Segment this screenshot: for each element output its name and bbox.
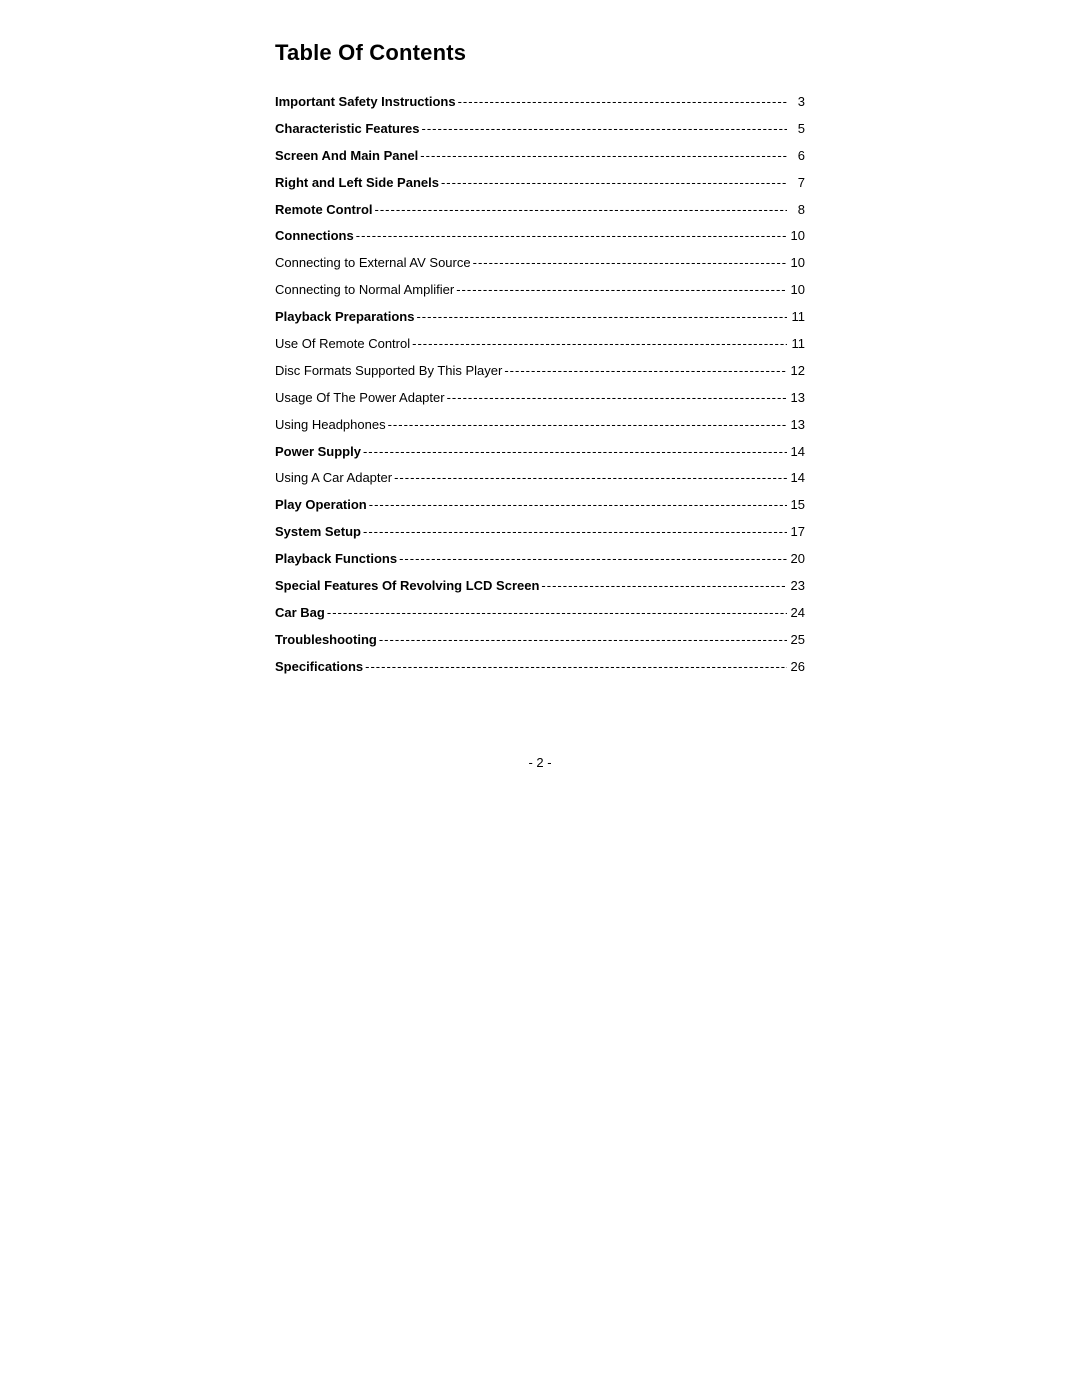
toc-row: Use Of Remote Control 11 xyxy=(275,336,805,353)
toc-row: Playback Functions 20 xyxy=(275,551,805,568)
toc-entry-label: Using Headphones xyxy=(275,417,386,434)
toc-leader-dots xyxy=(410,336,787,353)
toc-leader-dots xyxy=(377,632,787,649)
toc-entry-page: 7 xyxy=(787,175,805,192)
toc-entry-label: Special Features Of Revolving LCD Screen xyxy=(275,578,539,595)
toc-entry-label: Remote Control xyxy=(275,202,373,219)
toc-leader-dots xyxy=(414,309,787,326)
toc-leader-dots xyxy=(361,524,787,541)
toc-entry-page: 24 xyxy=(787,605,805,622)
toc-entry-label: Play Operation xyxy=(275,497,367,514)
toc-leader-dots xyxy=(354,228,787,245)
toc-leader-dots xyxy=(456,94,787,111)
toc-entry-label: Car Bag xyxy=(275,605,325,622)
toc-entry-page: 8 xyxy=(787,202,805,219)
toc-entry-label: Connections xyxy=(275,228,354,245)
toc-leader-dots xyxy=(420,121,787,138)
toc-entry-page: 17 xyxy=(787,524,805,541)
toc-entry-label: Using A Car Adapter xyxy=(275,470,392,487)
toc-row: Special Features Of Revolving LCD Screen… xyxy=(275,578,805,595)
toc-entry-label: Important Safety Instructions xyxy=(275,94,456,111)
page-content: Table Of Contents Important Safety Instr… xyxy=(275,40,805,676)
toc-entry-page: 11 xyxy=(787,336,805,353)
toc-entry-label: Characteristic Features xyxy=(275,121,420,138)
toc-entry-page: 6 xyxy=(787,148,805,165)
toc-entry-page: 10 xyxy=(787,228,805,245)
toc-entry-label: Troubleshooting xyxy=(275,632,377,649)
toc-entry-page: 20 xyxy=(787,551,805,568)
toc-row: Remote Control 8 xyxy=(275,202,805,219)
page-number-footer: - 2 - xyxy=(0,755,1080,770)
toc-entry-page: 13 xyxy=(787,390,805,407)
toc-entry-page: 10 xyxy=(787,255,805,272)
toc-entry-page: 3 xyxy=(787,94,805,111)
toc-entry-label: Playback Preparations xyxy=(275,309,414,326)
toc-leader-dots xyxy=(439,175,787,192)
toc-list: Important Safety Instructions 3 Characteri… xyxy=(275,94,805,676)
toc-title: Table Of Contents xyxy=(275,40,805,66)
toc-entry-page: 12 xyxy=(787,363,805,380)
toc-entry-label: Connecting to Normal Amplifier xyxy=(275,282,454,299)
toc-leader-dots xyxy=(386,417,787,434)
toc-row: Connections 10 xyxy=(275,228,805,245)
toc-row: Important Safety Instructions 3 xyxy=(275,94,805,111)
toc-row: Play Operation 15 xyxy=(275,497,805,514)
toc-entry-page: 11 xyxy=(787,309,805,326)
toc-entry-page: 14 xyxy=(787,470,805,487)
toc-leader-dots xyxy=(367,497,787,514)
toc-row: Right and Left Side Panels 7 xyxy=(275,175,805,192)
toc-leader-dots xyxy=(471,255,787,272)
toc-leader-dots xyxy=(361,444,787,461)
toc-entry-page: 13 xyxy=(787,417,805,434)
toc-leader-dots xyxy=(418,148,787,165)
toc-row: Disc Formats Supported By This Player 12 xyxy=(275,363,805,380)
toc-row: Car Bag 24 xyxy=(275,605,805,622)
toc-entry-page: 23 xyxy=(787,578,805,595)
toc-leader-dots xyxy=(502,363,787,380)
toc-entry-label: Disc Formats Supported By This Player xyxy=(275,363,502,380)
toc-row: Troubleshooting 25 xyxy=(275,632,805,649)
toc-entry-label: Right and Left Side Panels xyxy=(275,175,439,192)
toc-entry-label: Use Of Remote Control xyxy=(275,336,410,353)
toc-row: Using A Car Adapter 14 xyxy=(275,470,805,487)
toc-leader-dots xyxy=(397,551,787,568)
toc-entry-label: Connecting to External AV Source xyxy=(275,255,471,272)
toc-row: Power Supply 14 xyxy=(275,444,805,461)
toc-row: Connecting to Normal Amplifier 10 xyxy=(275,282,805,299)
toc-leader-dots xyxy=(325,605,787,622)
toc-row: Connecting to External AV Source 10 xyxy=(275,255,805,272)
toc-row: Characteristic Features 5 xyxy=(275,121,805,138)
toc-entry-label: Power Supply xyxy=(275,444,361,461)
toc-row: System Setup 17 xyxy=(275,524,805,541)
toc-leader-dots xyxy=(539,578,787,595)
toc-row: Usage Of The Power Adapter 13 xyxy=(275,390,805,407)
toc-entry-page: 5 xyxy=(787,121,805,138)
toc-leader-dots xyxy=(392,470,787,487)
toc-entry-page: 25 xyxy=(787,632,805,649)
toc-entry-label: Playback Functions xyxy=(275,551,397,568)
toc-entry-label: Screen And Main Panel xyxy=(275,148,418,165)
toc-entry-label: Specifications xyxy=(275,659,363,676)
toc-row: Screen And Main Panel 6 xyxy=(275,148,805,165)
toc-row: Specifications 26 xyxy=(275,659,805,676)
toc-entry-page: 26 xyxy=(787,659,805,676)
toc-leader-dots xyxy=(373,202,788,219)
toc-leader-dots xyxy=(454,282,787,299)
toc-entry-page: 15 xyxy=(787,497,805,514)
toc-leader-dots xyxy=(363,659,787,676)
toc-entry-page: 14 xyxy=(787,444,805,461)
toc-row: Playback Preparations 11 xyxy=(275,309,805,326)
toc-leader-dots xyxy=(445,390,787,407)
toc-entry-page: 10 xyxy=(787,282,805,299)
toc-entry-label: Usage Of The Power Adapter xyxy=(275,390,445,407)
toc-entry-label: System Setup xyxy=(275,524,361,541)
toc-row: Using Headphones 13 xyxy=(275,417,805,434)
